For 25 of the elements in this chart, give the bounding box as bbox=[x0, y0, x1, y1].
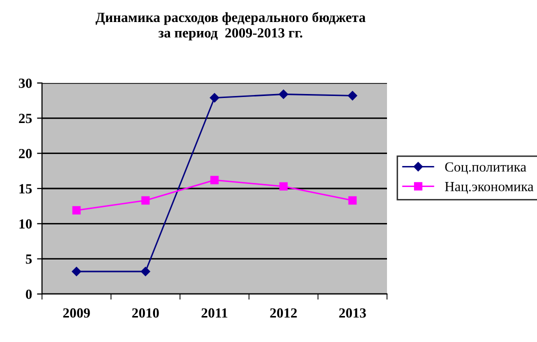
x-tick-label: 2011 bbox=[202, 308, 228, 318]
chart-title: Динамика расходов федерального бюджета за период 2009-2013 гг. bbox=[96, 12, 366, 40]
point bbox=[348, 196, 357, 205]
x-tick-label: 2010 bbox=[132, 308, 159, 318]
y-tick-label: 0 bbox=[26, 290, 32, 299]
point bbox=[72, 206, 81, 214]
point bbox=[72, 266, 82, 276]
y-tick-label: 15 bbox=[20, 184, 32, 194]
point bbox=[278, 90, 288, 99]
point bbox=[210, 93, 220, 102]
x-tick-label: 2013 bbox=[339, 308, 366, 318]
y-tick-label: 20 bbox=[18, 148, 32, 158]
legend-label: Соц.политика bbox=[445, 162, 526, 174]
point bbox=[348, 91, 358, 100]
y-tick-label: 30 bbox=[18, 78, 32, 88]
point bbox=[141, 196, 150, 205]
x-tick-label: 2009 bbox=[63, 308, 90, 318]
legend-label: Нац.экономика bbox=[444, 182, 534, 194]
y-tick-label: 5 bbox=[26, 254, 32, 264]
y-tick-label: 10 bbox=[20, 219, 32, 229]
x-tick-label: 2012 bbox=[270, 308, 297, 318]
point bbox=[279, 182, 288, 191]
point bbox=[210, 176, 219, 184]
point bbox=[140, 266, 150, 276]
y-tick-label: 25 bbox=[18, 114, 32, 124]
